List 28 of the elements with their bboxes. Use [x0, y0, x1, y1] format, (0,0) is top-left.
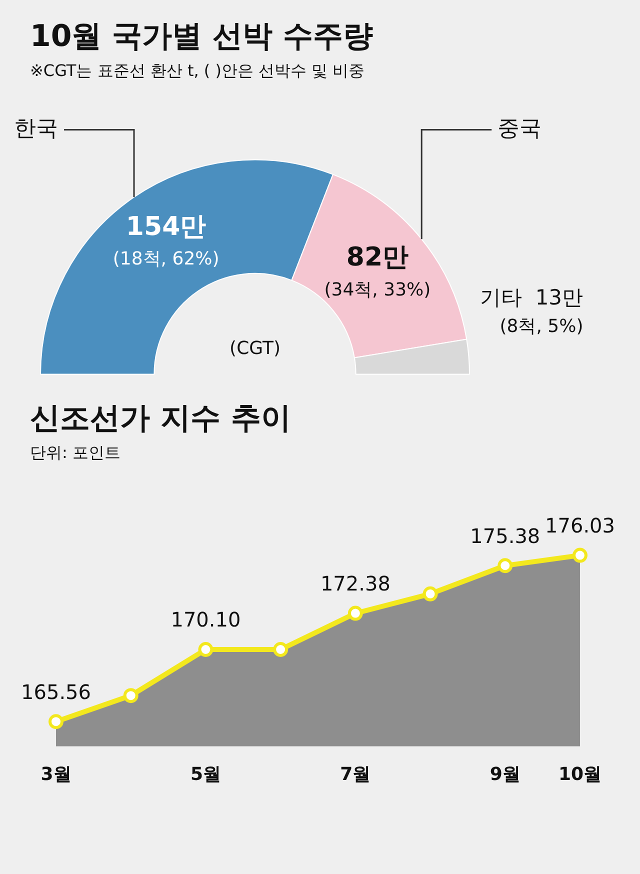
data-label: 176.03	[545, 514, 615, 538]
point	[422, 586, 438, 602]
chart-subtitle: 단위: 포인트	[30, 443, 122, 464]
x-tick-label: 3월	[40, 764, 72, 785]
chart-subtitle: ※CGT는 표준선 환산 t, ( )안은 선박수 및 비중	[30, 61, 366, 82]
text: (CGT)	[230, 338, 280, 359]
point	[348, 606, 363, 621]
point	[273, 642, 288, 657]
data-label: 165.56	[21, 680, 91, 704]
point	[572, 548, 588, 563]
chart-title: 10월 국가별 선박 수주량	[30, 18, 374, 56]
x-tick-label: 10월	[558, 764, 602, 785]
data-label: 175.38	[470, 524, 540, 548]
data-label: 170.10	[170, 608, 241, 632]
point	[48, 714, 64, 730]
point	[198, 642, 214, 657]
chart-title: 신조선가 지수 추이	[30, 400, 292, 438]
data-label: 172.38	[320, 571, 390, 596]
slice-label: 한국	[14, 116, 58, 142]
x-tick-label: 7월	[340, 764, 371, 785]
point	[123, 688, 138, 704]
data-label: 154만 (18척, 62%)	[112, 212, 220, 270]
data-label: 82만 (34척, 33%)	[324, 242, 431, 301]
point	[498, 558, 513, 574]
x-tick-label: 9월	[490, 764, 520, 785]
slice-label: 중국	[498, 116, 542, 142]
slice-label: 기타 13만 (8척, 5%)	[480, 286, 584, 337]
x-tick-label: 5월	[190, 764, 221, 785]
